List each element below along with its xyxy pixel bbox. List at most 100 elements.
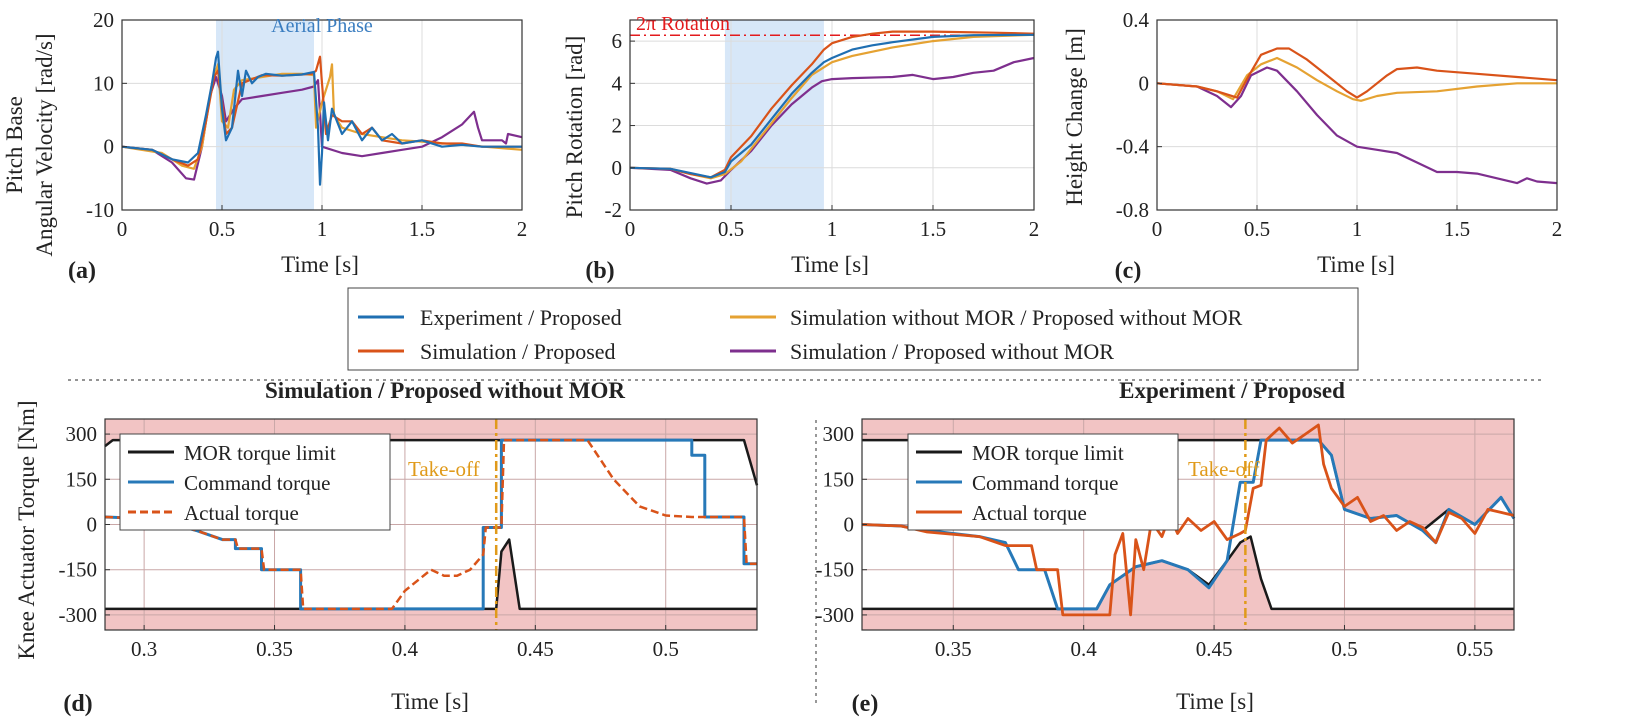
panel-e: 0.35 0.4 0.45 0.5 0.55 -300 -150 0 150 300 Take-… [816,378,1516,717]
series-line [1156,47,1558,99]
x-tick-label: 0.3 [131,637,157,661]
y-tick-label: -10 [86,198,114,222]
x-tick-label: 1.5 [920,217,946,241]
y-axis-label-a-line1: Pitch Base [2,96,27,194]
y-tick-label: 0 [1139,71,1150,95]
mor-limit-lower-d [105,538,757,611]
x-axis-label-c: Time [s] [1317,252,1395,277]
y-tick-label: 0 [104,135,115,159]
series-b [629,30,1035,185]
legend-label-sim-without-mor: Simulation without MOR / Proposed withou… [790,305,1243,330]
grid-a [121,19,523,211]
panel-label-b: (b) [585,258,614,284]
y-ticks-b: -2 0 2 4 6 [605,29,635,222]
legend-label-proposed-without-mor: Simulation / Proposed without MOR [790,339,1114,364]
region-below-limit-d [105,539,757,630]
region-below-limit-e [862,536,1514,630]
x-tick-label: 1 [827,217,838,241]
title-d: Simulation / Proposed without MOR [265,378,625,403]
panel-a: 0 0.5 1 1.5 2 -10 0 10 20 Aerial Phase Time [s]… [2,8,527,284]
x-axis-label-e: Time [s] [1176,689,1254,714]
x-tick-label: 0.55 [1457,637,1494,661]
panel-label-c: (c) [1115,258,1142,284]
aerial-phase-label: Aerial Phase [271,15,373,37]
x-tick-label: 0 [1152,217,1163,241]
actual-torque-line-e [861,423,1515,617]
x-tick-label: 0.45 [1196,637,1233,661]
x-tick-label: 0.4 [1071,637,1098,661]
x-tick-label: 0 [625,217,636,241]
grid-c [1156,19,1558,211]
x-tick-label: 2 [1552,217,1563,241]
y-axis-label-c: Height Change [m] [1062,28,1087,206]
legend-label-simulation: Simulation / Proposed [420,339,616,364]
y-tick-label: 4 [612,71,623,95]
x-axis-label-a: Time [s] [281,252,359,277]
x-tick-label: 2 [1029,217,1040,241]
legend-label-command-e: Command torque [972,471,1118,495]
y-tick-label: -150 [59,558,98,582]
y-ticks-e: -300 -150 0 150 300 [816,422,867,627]
y-tick-label: 300 [823,422,855,446]
legend-d: MOR torque limit Command torque Actual t… [119,433,391,531]
x-tick-label: 0.5 [653,637,679,661]
x-tick-label: 0.35 [935,637,972,661]
x-tick-label: 0.45 [517,637,554,661]
series-line [629,33,1035,179]
legend-label-command-d: Command torque [184,471,330,495]
y-ticks-d: -300 -150 0 150 300 [59,422,110,627]
x-tick-label: 0.5 [1244,217,1270,241]
series-c [1156,47,1558,185]
command-torque-line-e [861,438,1516,611]
y-tick-label: -0.8 [1116,198,1149,222]
y-ticks-c: -0.8 -0.4 0 0.4 [1116,8,1162,222]
x-tick-label: 0.5 [1331,637,1357,661]
x-tick-label: 1 [317,217,328,241]
series-line [1156,66,1558,185]
x-tick-label: 0.4 [392,637,419,661]
legend-e: MOR torque limit Command torque Actual t… [907,433,1179,531]
y-tick-label: 0 [612,156,623,180]
y-axis-label-a-line2: Angular Velocity [rad/s] [32,33,57,256]
panel-d: 0.3 0.35 0.4 0.45 0.5 -300 -150 0 150 300 Take-o… [14,378,759,717]
y-tick-label: 300 [66,422,98,446]
y-tick-label: 10 [93,71,114,95]
y-tick-label: 150 [823,467,855,491]
legend-label-limit-e: MOR torque limit [972,441,1124,465]
y-tick-label: 6 [612,29,623,53]
takeoff-label-d: Take-off [408,457,480,481]
actual-torque-line-d [104,438,757,611]
y-tick-label: -150 [816,558,855,582]
y-axis-label-d: Knee Actuator Torque [Nm] [14,400,39,659]
x-ticks-c: 0 0.5 1 1.5 2 [1152,205,1563,241]
series-a [121,50,523,186]
y-tick-label: -2 [605,198,623,222]
series-line [629,56,1035,185]
y-tick-label: 0 [87,513,98,537]
x-tick-label: 1.5 [1444,217,1470,241]
shared-legend: Experiment / Proposed Simulation without… [347,287,1359,371]
panel-label-a: (a) [68,258,96,284]
x-ticks-a: 0 0.5 1 1.5 2 [117,205,528,241]
series-line [121,50,522,186]
two-pi-rotation-label: 2π Rotation [636,13,730,35]
y-tick-label: 20 [93,8,114,32]
legend-label-actual-d: Actual torque [184,501,299,525]
x-tick-label: 0.5 [718,217,744,241]
mor-limit-upper-d [104,438,759,486]
y-tick-label: -0.4 [1116,135,1150,159]
title-e: Experiment / Proposed [1119,378,1345,403]
takeoff-label-e: Take-off [1188,457,1260,481]
series-line [1156,56,1557,102]
x-ticks-b: 0 0.5 1 1.5 2 [625,205,1040,241]
legend-label-experiment: Experiment / Proposed [420,305,622,330]
x-tick-label: 2 [517,217,528,241]
y-tick-label: -300 [816,603,855,627]
y-tick-label: 0 [844,513,855,537]
panel-label-d: (d) [63,691,92,717]
panel-label-e: (e) [852,691,879,717]
legend-box [347,287,1359,371]
x-axis-label-d: Time [s] [391,689,469,714]
panel-c: 0 0.5 1 1.5 2 -0.8 -0.4 0 0.4 Time [s] Height C… [1062,8,1562,284]
